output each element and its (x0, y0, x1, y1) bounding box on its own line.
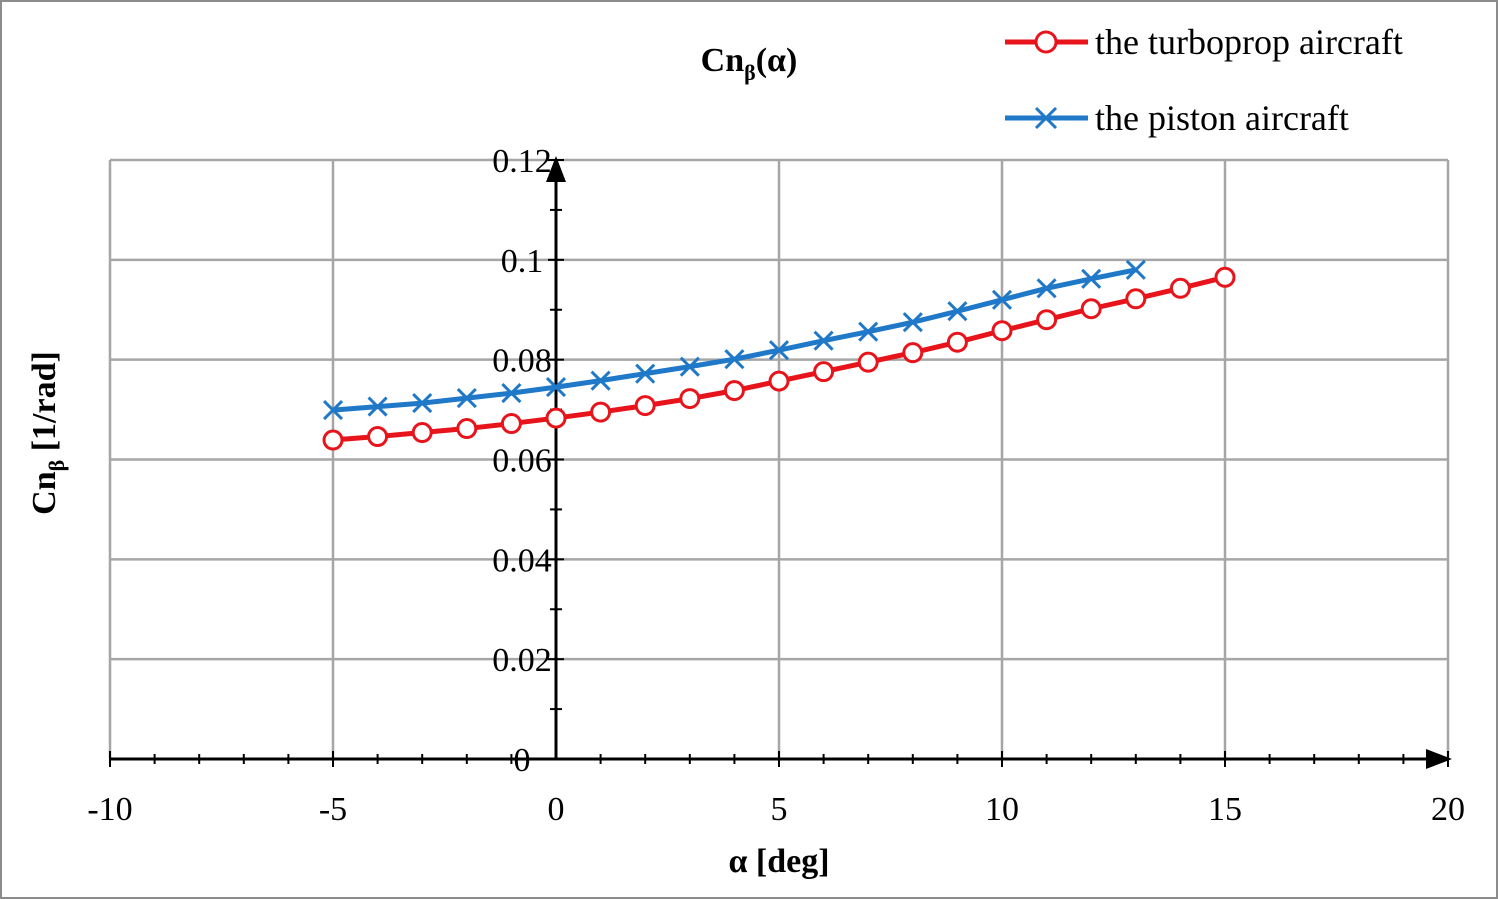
data-point-stroke (1036, 278, 1057, 299)
data-point (679, 356, 700, 377)
data-point (858, 321, 879, 342)
data-point-stroke (858, 321, 879, 342)
data-point (1169, 277, 1191, 299)
data-point (590, 401, 612, 423)
data-point-stroke (1081, 268, 1102, 289)
x-tick-label: 5 (771, 791, 788, 828)
data-point-stroke (456, 388, 477, 409)
legend-label: the turboprop aircraft (1095, 22, 1403, 62)
data-point-stroke (367, 396, 388, 417)
x-tick-label: 10 (985, 791, 1019, 828)
data-point-stroke (635, 363, 656, 384)
legend-item-2: the piston aircraft (1005, 98, 1349, 138)
data-point (456, 388, 477, 409)
grid (108, 158, 1450, 759)
y-tick-label: 0 (514, 742, 531, 779)
data-point (322, 400, 344, 421)
data-point (768, 370, 790, 392)
data-point-stroke (768, 340, 790, 361)
data-point (634, 395, 656, 417)
y-tick-label: 0.06 (492, 443, 552, 480)
x-tick-label: -10 (87, 791, 132, 828)
x-tick-label: 0 (548, 791, 565, 828)
data-point (857, 351, 879, 373)
data-point (545, 407, 567, 429)
data-point (1036, 309, 1058, 331)
data-point (768, 340, 790, 361)
data-point (813, 330, 834, 351)
axes (109, 156, 1452, 769)
x-tick-label: -5 (319, 791, 347, 828)
series-layer (322, 259, 1236, 451)
y-tick-label: 0.04 (492, 542, 552, 579)
x-axis-title: α [deg] (728, 843, 829, 880)
data-point-stroke (545, 377, 567, 398)
data-point (991, 320, 1013, 342)
data-point (1036, 278, 1057, 299)
data-point-stroke (902, 312, 923, 333)
data-point-stroke (1125, 259, 1146, 280)
data-point-stroke (991, 289, 1013, 310)
data-point (1125, 259, 1146, 280)
data-point (500, 413, 522, 435)
data-point-stroke (813, 330, 834, 351)
data-point (902, 312, 923, 333)
x-tick-label: 20 (1431, 791, 1465, 828)
data-point (946, 331, 968, 353)
data-point (367, 426, 389, 448)
data-point (991, 289, 1013, 310)
legend-label: the piston aircraft (1095, 98, 1349, 138)
data-point (412, 393, 433, 414)
data-point-stroke (590, 370, 611, 391)
data-point (724, 349, 745, 370)
data-point-stroke (501, 383, 522, 404)
legend-marker (1034, 106, 1058, 130)
x-axis-arrow (1426, 749, 1452, 769)
y-axis-arrow (546, 156, 566, 182)
legend-item-1: the turboprop aircraft (1005, 22, 1403, 62)
data-point (545, 377, 567, 398)
data-point (411, 422, 433, 444)
data-point-stroke (724, 349, 745, 370)
data-point (322, 429, 344, 451)
y-tick-label: 0.12 (492, 143, 552, 180)
legend: the turboprop aircraft the piston aircraf… (1005, 22, 1403, 138)
y-tick-label: 0.1 (501, 243, 544, 280)
data-point (947, 301, 968, 322)
data-point (1081, 268, 1102, 289)
data-point (679, 388, 701, 410)
data-point (723, 380, 745, 402)
data-point (501, 383, 522, 404)
data-point (367, 396, 388, 417)
y-axis-title: Cnβ [1/rad] (26, 351, 69, 515)
data-point-stroke (412, 393, 433, 414)
chart-title: Cnβ(α) (701, 42, 798, 85)
y-tick-label: 0.08 (492, 343, 552, 380)
data-point (1214, 266, 1236, 288)
x-tick-label: 15 (1208, 791, 1242, 828)
tick-labels: -10 -5 0 5 10 15 20 0 0.02 0.04 0.06 0.08 0.1 0.12 (87, 143, 1465, 828)
y-tick-label: 0.02 (492, 642, 552, 679)
data-point-stroke (679, 356, 700, 377)
data-point-stroke (947, 301, 968, 322)
data-point-stroke (322, 400, 344, 421)
data-point (1080, 298, 1102, 320)
legend-marker (1034, 30, 1058, 54)
data-point (1125, 288, 1147, 310)
data-point (590, 370, 611, 391)
data-point (813, 361, 835, 383)
data-point (456, 418, 478, 440)
data-point (902, 342, 924, 364)
data-point (635, 363, 656, 384)
